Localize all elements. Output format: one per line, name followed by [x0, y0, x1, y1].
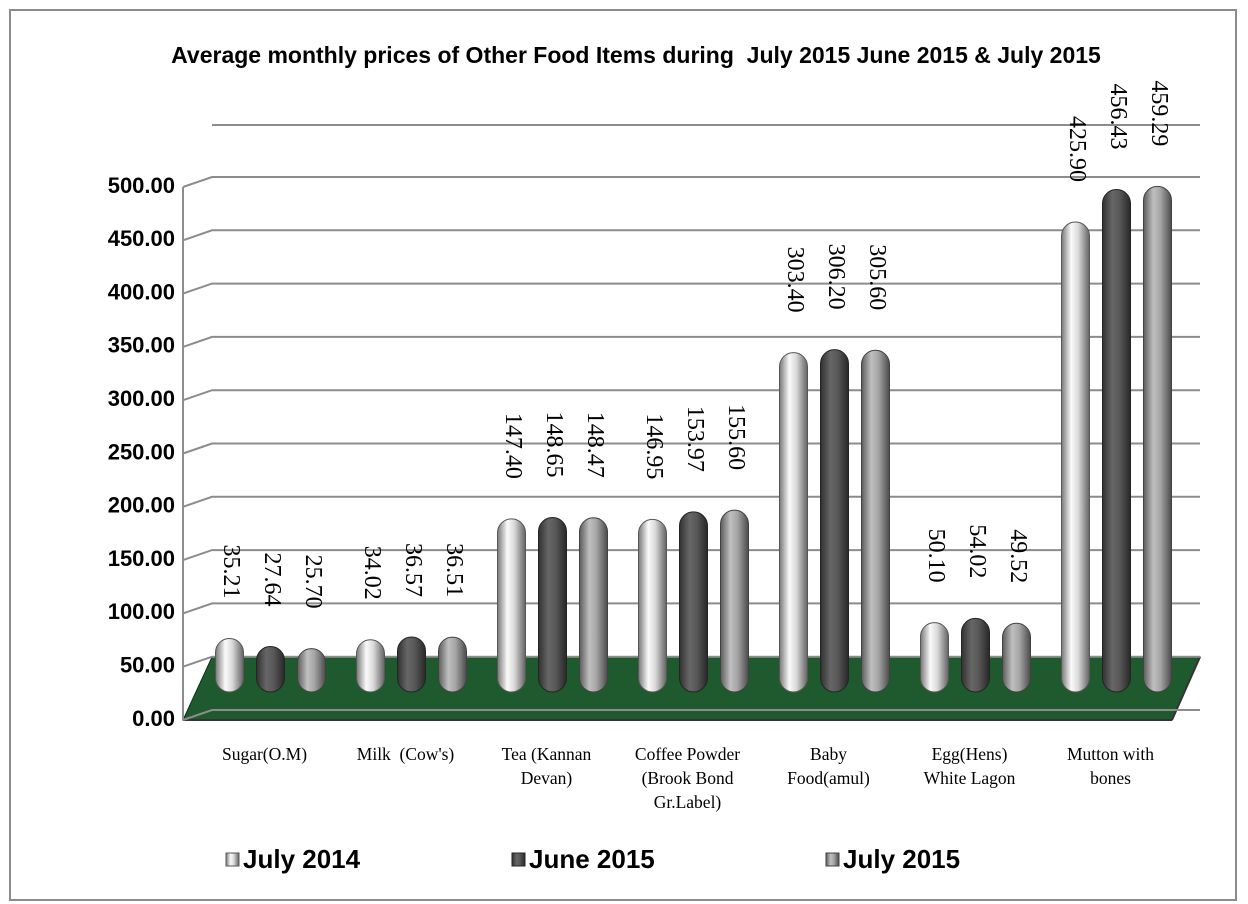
value-label: 27.64 [259, 553, 285, 607]
x-tick-label: Mutton with bones [1066, 744, 1159, 788]
x-tick-label: Coffee Powder (Brook Bond Gr.Label) [634, 744, 745, 812]
bar [215, 637, 244, 693]
x-tick-label: Sugar(O.M) [221, 744, 308, 764]
value-label: 155.60 [723, 404, 749, 470]
x-tick-label: Tea (Kannan Devan) [501, 744, 596, 788]
value-label: 425.90 [1064, 116, 1090, 182]
grid-line [182, 229, 1200, 242]
legend-swatch [225, 852, 240, 867]
value-label: 148.65 [541, 412, 567, 478]
value-label: 303.40 [782, 247, 808, 313]
legend-label: July 2015 [843, 844, 960, 874]
bar [397, 636, 426, 693]
y-tick-label: 200.00 [108, 493, 175, 518]
bar [579, 517, 608, 693]
value-label: 459.29 [1146, 80, 1172, 146]
bar [638, 518, 667, 693]
y-tick-label: 350.00 [108, 333, 175, 358]
legend-swatch [825, 852, 840, 867]
bar [256, 646, 285, 693]
chart-title: Average monthly prices of Other Food Ite… [171, 42, 1101, 68]
bar [1061, 221, 1090, 693]
value-label: 456.43 [1105, 83, 1131, 149]
legend-swatch [511, 852, 526, 867]
bar [497, 518, 526, 693]
value-label: 25.70 [300, 555, 326, 609]
grid-line [182, 176, 1200, 188]
legend-label: July 2014 [243, 844, 361, 874]
value-label: 153.97 [682, 406, 708, 472]
y-tick-label: 300.00 [108, 386, 175, 411]
y-tick-label: 50.00 [120, 653, 175, 678]
x-tick-label: Egg(Hens) White Lagon [923, 744, 1016, 788]
y-tick-label: 450.00 [108, 226, 175, 251]
bar [820, 349, 849, 693]
value-label: 146.95 [641, 413, 667, 479]
y-tick-label: 500.00 [108, 173, 175, 198]
value-label: 147.40 [500, 413, 526, 479]
bar [538, 517, 567, 693]
bar [861, 349, 890, 693]
y-tick-label: 250.00 [108, 439, 175, 464]
value-label: 34.02 [359, 546, 385, 600]
bar [679, 511, 708, 693]
grid-line [182, 335, 1200, 348]
x-tick-label: Baby Food(amul) [787, 744, 870, 788]
bar [1002, 622, 1031, 693]
value-label: 50.10 [923, 529, 949, 583]
bar [920, 622, 949, 693]
y-tick-label: 400.00 [108, 279, 175, 304]
legend-label: June 2015 [529, 844, 655, 874]
bar [961, 617, 990, 693]
value-label: 49.52 [1005, 529, 1031, 583]
value-label: 36.51 [441, 543, 467, 597]
grid-line [182, 282, 1200, 295]
value-label: 306.20 [823, 244, 849, 310]
bar [1143, 185, 1172, 693]
value-label: 148.47 [582, 412, 608, 478]
bar [356, 639, 385, 693]
y-tick-label: 0.00 [132, 706, 175, 731]
frame [9, 9, 1237, 901]
y-tick-label: 100.00 [108, 599, 175, 624]
value-label: 305.60 [864, 244, 890, 310]
bar [1102, 188, 1131, 693]
value-label: 54.02 [964, 524, 990, 578]
bar [779, 352, 808, 693]
bar [720, 509, 749, 693]
value-label: 35.21 [218, 544, 244, 598]
bar [438, 636, 467, 693]
grid-line [182, 709, 1200, 721]
y-tick-label: 150.00 [108, 546, 175, 571]
x-tick-label: Milk (Cow's) [356, 744, 455, 764]
bar [297, 648, 326, 693]
value-label: 36.57 [400, 543, 426, 597]
